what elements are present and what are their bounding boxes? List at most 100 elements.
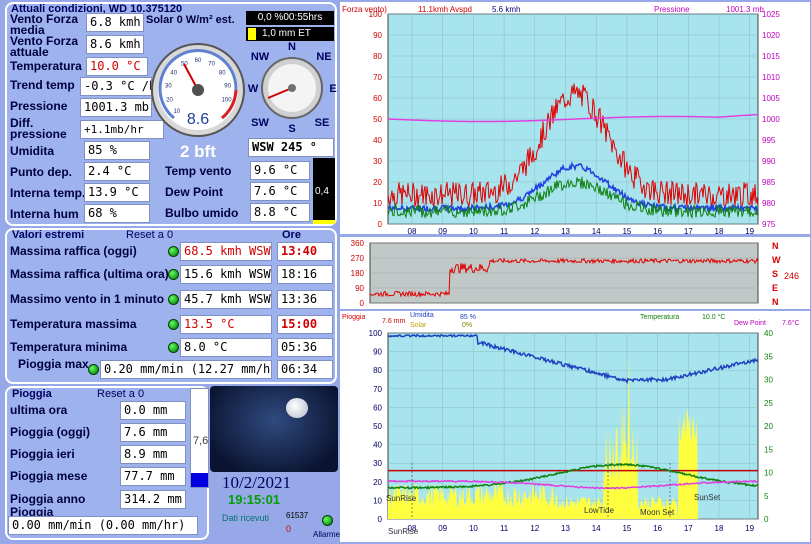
rain-row-value: 314.2 mm <box>120 490 186 509</box>
pressure-diff-label: Diff. pressione <box>10 116 67 141</box>
rain-rate-label: Pioggia <box>10 505 54 519</box>
chart1-y-right-tick: 975 <box>762 220 776 229</box>
extreme-label: Pioggia max <box>18 357 89 371</box>
event-label-sunrise2: SunRise <box>388 527 419 536</box>
alarm-label[interactable]: Allarme <box>313 530 341 539</box>
rain-row-label: Pioggia ieri <box>10 447 75 461</box>
chart1-y-left-tick: 0 <box>378 220 383 229</box>
temperature-series <box>387 462 759 490</box>
rain-reset[interactable]: Reset a 0 <box>97 388 145 400</box>
rain-bar-fill <box>313 220 335 224</box>
chart1-x-tick: 18 <box>715 227 724 234</box>
compass-nw: NW <box>251 51 270 63</box>
wind-avg-label: Vento Forza media <box>10 12 79 37</box>
chart3-x-tick: 16 <box>653 524 662 533</box>
dew-point-series <box>387 479 759 490</box>
chart1-y-left-tick: 50 <box>373 115 382 124</box>
compass-s: S <box>288 123 295 135</box>
chart1-y-left-tick: 10 <box>373 199 382 208</box>
wind-speed-gauge: 102030405060708090100 8.6 <box>151 43 245 137</box>
extreme-value: 13.5 °C <box>180 315 272 334</box>
indoor-hum-label: Interna hum <box>10 207 79 221</box>
extreme-value: 15.6 kmh WSW <box>180 265 272 284</box>
et-bar <box>248 28 256 40</box>
chart2-y-tick: 180 <box>351 269 365 278</box>
extreme-value: 8.0 °C <box>180 338 272 357</box>
chart2-current-value: 246 <box>784 271 799 281</box>
compass-w: W <box>248 83 259 95</box>
chart2-y-tick: 270 <box>351 254 365 263</box>
pressure-value: 1001.3 mb <box>80 98 152 117</box>
chart3-y-left-tick: 60 <box>373 403 382 412</box>
chart3-y-right-tick: 15 <box>764 445 773 454</box>
pressure-series <box>387 113 759 123</box>
extreme-label: Massima raffica (ultima ora) <box>10 267 169 281</box>
chart3-x-tick: 11 <box>500 524 509 533</box>
chart3-header-pioggia: Pioggia <box>342 314 365 321</box>
chart3-y-right-tick: 5 <box>764 492 769 501</box>
extremes-hours-title: Ore <box>282 229 301 241</box>
humidity-value: 85 % <box>84 141 150 160</box>
chart1-y-right-tick: 995 <box>762 136 776 145</box>
trend-temp-label: Trend temp <box>10 78 75 92</box>
et-value: 1,0 mm ET <box>262 28 311 39</box>
data-received-errors: 0 <box>286 524 292 534</box>
extreme-time: 13:36 <box>277 290 333 309</box>
chart3-header-dew: Dew Point <box>734 320 766 327</box>
rain-side-bar: 7,6 <box>190 388 209 488</box>
event-label-sunset: SunSet <box>694 493 721 502</box>
chart3-header-solar: Solar <box>410 322 427 329</box>
extreme-label: Temperatura minima <box>10 340 128 354</box>
rain-row-value: 8.9 mm <box>120 445 186 464</box>
chart1-y-right-tick: 990 <box>762 157 776 166</box>
chart1-y-right-tick: 1020 <box>762 31 780 40</box>
chart1-y-left-tick: 70 <box>373 73 382 82</box>
chart2-direction-letter: W <box>772 255 781 265</box>
extreme-indicator-led <box>88 364 99 375</box>
chart1-header-avg: 11.1kmh Avspd <box>418 5 472 14</box>
chart3-y-right-tick: 10 <box>764 469 773 478</box>
alarm-led[interactable] <box>322 515 333 526</box>
compass-se: SE <box>315 117 330 129</box>
indoor-temp-value: 13.9 °C <box>84 183 150 202</box>
chart1-y-right-tick: 980 <box>762 199 776 208</box>
chart3-header-temperatura: Temperatura <box>640 314 679 321</box>
chart3-y-left-tick: 70 <box>373 385 382 394</box>
extreme-label: Temperatura massima <box>10 317 137 331</box>
extreme-time: 15:00 <box>277 315 333 334</box>
chart3-y-right-tick: 40 <box>764 329 773 338</box>
chart2-y-tick: 90 <box>355 284 364 293</box>
chart1-y-left-tick: 40 <box>373 136 382 145</box>
chart3-y-left-tick: 50 <box>373 422 382 431</box>
chart1-x-tick: 16 <box>653 227 662 234</box>
chart1-x-tick: 13 <box>561 227 570 234</box>
chart1-y-right-tick: 985 <box>762 178 776 187</box>
wind-cur-label: Vento Forza attuale <box>10 34 79 59</box>
chart1-x-tick: 10 <box>469 227 478 234</box>
chart3-header-solar_val: 0% <box>462 322 472 329</box>
chart1-y-left-tick: 30 <box>373 157 382 166</box>
time-display: 19:15:01 <box>228 492 281 507</box>
current-conditions-title: Attuali condizioni, WD 10.375120 <box>11 3 183 15</box>
rain-row-label: Pioggia anno <box>10 492 86 506</box>
chart1-header-press: 1001.3 mb <box>726 5 764 14</box>
chart3-x-tick: 15 <box>622 524 631 533</box>
beaufort-value: 2 bft <box>180 142 216 161</box>
chart3-header-umidita_val: 85 % <box>460 314 476 321</box>
chart1-x-tick: 11 <box>500 227 509 234</box>
extreme-indicator-led <box>168 246 179 257</box>
chart3-x-tick: 19 <box>745 524 754 533</box>
event-label-lowtide: LowTide <box>584 506 614 515</box>
chart1-x-tick: 19 <box>745 227 754 234</box>
extreme-value: 68.5 kmh WSW <box>180 242 272 261</box>
wind-cur-value: 8.6 kmh <box>86 35 144 54</box>
wet-bulb-label: Bulbo umido <box>165 206 239 220</box>
chart1-header-right_title: Pressione <box>654 5 690 14</box>
extremes-reset[interactable]: Reset a 0 <box>126 229 174 241</box>
chart3-x-tick: 17 <box>684 524 693 533</box>
gauge-tick-label: 80 <box>219 70 226 76</box>
extreme-time: 06:34 <box>277 360 333 379</box>
trend-temp-value: -0.3 °C /hr <box>80 77 152 96</box>
